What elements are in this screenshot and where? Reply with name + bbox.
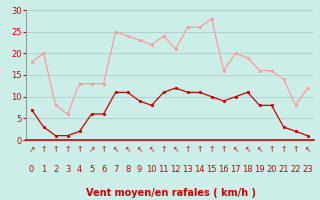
- Text: 17: 17: [230, 166, 241, 174]
- Text: ↑: ↑: [184, 146, 191, 154]
- Text: 10: 10: [146, 166, 157, 174]
- Text: 21: 21: [278, 166, 289, 174]
- Text: 6: 6: [101, 166, 106, 174]
- Text: 18: 18: [242, 166, 253, 174]
- Text: ↑: ↑: [160, 146, 167, 154]
- Text: ↑: ↑: [292, 146, 299, 154]
- Text: ↗: ↗: [88, 146, 95, 154]
- Text: 3: 3: [65, 166, 70, 174]
- Text: ↑: ↑: [64, 146, 71, 154]
- Text: 13: 13: [182, 166, 193, 174]
- Text: 4: 4: [77, 166, 82, 174]
- Text: 0: 0: [29, 166, 34, 174]
- Text: 16: 16: [218, 166, 229, 174]
- Text: 5: 5: [89, 166, 94, 174]
- Text: ↖: ↖: [256, 146, 263, 154]
- Text: ↖: ↖: [124, 146, 131, 154]
- Text: ↖: ↖: [148, 146, 155, 154]
- Text: ↑: ↑: [268, 146, 275, 154]
- Text: ↑: ↑: [76, 146, 83, 154]
- Text: 7: 7: [113, 166, 118, 174]
- Text: ↑: ↑: [40, 146, 47, 154]
- Text: 22: 22: [290, 166, 301, 174]
- Text: 11: 11: [158, 166, 169, 174]
- Text: 9: 9: [137, 166, 142, 174]
- Text: 8: 8: [125, 166, 130, 174]
- Text: ↑: ↑: [280, 146, 287, 154]
- Text: ↖: ↖: [136, 146, 143, 154]
- Text: ↗: ↗: [28, 146, 35, 154]
- Text: 19: 19: [254, 166, 265, 174]
- Text: 20: 20: [266, 166, 277, 174]
- Text: 14: 14: [194, 166, 205, 174]
- Text: ↖: ↖: [244, 146, 251, 154]
- Text: ↑: ↑: [52, 146, 59, 154]
- Text: ↑: ↑: [100, 146, 107, 154]
- Text: 12: 12: [170, 166, 181, 174]
- Text: 2: 2: [53, 166, 58, 174]
- Text: ↑: ↑: [220, 146, 227, 154]
- Text: ↖: ↖: [112, 146, 119, 154]
- Text: ↑: ↑: [196, 146, 203, 154]
- Text: 1: 1: [41, 166, 46, 174]
- Text: 23: 23: [302, 166, 313, 174]
- Text: ↖: ↖: [304, 146, 311, 154]
- Text: ↑: ↑: [208, 146, 215, 154]
- Text: ↖: ↖: [172, 146, 179, 154]
- Text: Vent moyen/en rafales ( km/h ): Vent moyen/en rafales ( km/h ): [86, 188, 256, 198]
- Text: 15: 15: [206, 166, 217, 174]
- Text: ↖: ↖: [232, 146, 239, 154]
